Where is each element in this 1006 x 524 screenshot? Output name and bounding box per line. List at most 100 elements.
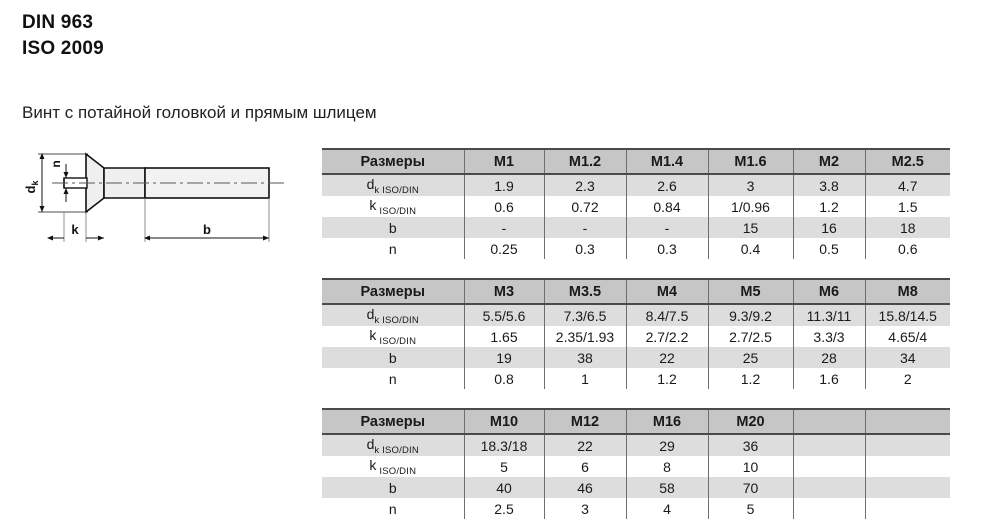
screw-drawing: dk n k b bbox=[8, 142, 308, 262]
table-row: k ISO/DIN 0.6 0.72 0.84 1/0.96 1.2 1.5 bbox=[322, 196, 950, 217]
table-header-size: M1.6 bbox=[707, 148, 793, 175]
table-cell: 0.6 bbox=[864, 238, 950, 259]
table-cell bbox=[792, 456, 865, 477]
table-cell: 22 bbox=[625, 347, 708, 368]
table-cell: 46 bbox=[543, 477, 626, 498]
dimensions-table-1: Размеры M1 M1.2 M1.4 M1.6 M2 M2.5 dk ISO/DIN 1.9… bbox=[322, 148, 950, 259]
row-label-dk: dk ISO/DIN bbox=[322, 174, 464, 196]
row-label-n: n bbox=[322, 238, 464, 259]
table-header-row: Размеры M1 M1.2 M1.4 M1.6 M2 M2.5 bbox=[322, 148, 950, 175]
table-row: dk ISO/DIN 5.5/5.6 7.3/6.5 8.4/7.5 9.3/9.2 11… bbox=[322, 304, 950, 326]
table-row: n 2.5 3 4 5 bbox=[322, 498, 950, 519]
row-label-dk: dk ISO/DIN bbox=[322, 434, 464, 456]
table-header-size: M3 bbox=[463, 278, 544, 305]
table-header-label: Размеры bbox=[322, 148, 464, 175]
table-row: n 0.8 1 1.2 1.2 1.6 2 bbox=[322, 368, 950, 389]
table-cell: 1.9 bbox=[463, 174, 544, 196]
table-cell: 0.25 bbox=[463, 238, 544, 259]
table-cell: 0.4 bbox=[707, 238, 793, 259]
standard-din: DIN 963 bbox=[22, 12, 94, 33]
table-row: b - - -15 16 18 bbox=[322, 217, 950, 238]
table-cell: 11.3/11 bbox=[792, 304, 865, 326]
table-cell: 5 bbox=[707, 498, 793, 519]
label-k: k bbox=[71, 222, 79, 237]
table-cell: 19 bbox=[463, 347, 544, 368]
table-cell: 1 bbox=[543, 368, 626, 389]
table-row: b 19 38 22 25 28 34 bbox=[322, 347, 950, 368]
table-cell: 18 bbox=[864, 217, 950, 238]
table-cell bbox=[792, 498, 865, 519]
table-cell bbox=[864, 477, 950, 498]
table-cell: 0.6 bbox=[463, 196, 544, 217]
table-cell: 2 bbox=[864, 368, 950, 389]
table-cell: 2.5 bbox=[463, 498, 544, 519]
table-cell: 0.72 bbox=[543, 196, 626, 217]
table-cell: - bbox=[543, 217, 626, 238]
table-cell: 2.7/2.2 bbox=[625, 326, 708, 347]
table-cell: 0.3 bbox=[625, 238, 708, 259]
table-header-size: M16 bbox=[625, 408, 708, 435]
table-header-row: Размеры M10 M12 M16 M20 bbox=[322, 408, 950, 435]
table-cell: 1.2 bbox=[707, 368, 793, 389]
table-cell bbox=[864, 434, 950, 456]
table-header-size: M10 bbox=[463, 408, 544, 435]
table-row: n 0.25 0.3 0.3 0.4 0.5 0.6 bbox=[322, 238, 950, 259]
table-header-size: M12 bbox=[543, 408, 626, 435]
table-cell: 1.5 bbox=[864, 196, 950, 217]
table-header-row: Размеры M3 M3.5 M4 M5 M6 M8 bbox=[322, 278, 950, 305]
table-cell: 6 bbox=[543, 456, 626, 477]
table-cell: 34 bbox=[864, 347, 950, 368]
table-cell: 1.6 bbox=[792, 368, 865, 389]
row-label-k: k ISO/DIN bbox=[322, 456, 464, 477]
table-cell: 2.3 bbox=[543, 174, 626, 196]
table-cell: 5 bbox=[463, 456, 544, 477]
table-cell: 40 bbox=[463, 477, 544, 498]
row-label-b: b bbox=[322, 477, 464, 498]
table-header-size: M1.4 bbox=[625, 148, 708, 175]
table-cell: 0.84 bbox=[625, 196, 708, 217]
table-row: b 40 46 58 70 bbox=[322, 477, 950, 498]
table-cell: 8.4/7.5 bbox=[625, 304, 708, 326]
table-row: dk ISO/DIN 18.3/18 22 29 36 bbox=[322, 434, 950, 456]
table-cell: 2.35/1.93 bbox=[543, 326, 626, 347]
dimensions-table-2: Размеры M3 M3.5 M4 M5 M6 M8 dk ISO/DIN 5.5/5.6 7.… bbox=[322, 278, 950, 389]
table-header-size: M2 bbox=[792, 148, 865, 175]
table-cell: 15 bbox=[707, 217, 793, 238]
table-cell: 36 bbox=[707, 434, 793, 456]
table-cell: 18.3/18 bbox=[463, 434, 544, 456]
table-cell: 22 bbox=[543, 434, 626, 456]
table-cell: 25 bbox=[707, 347, 793, 368]
table-cell: 38 bbox=[543, 347, 626, 368]
table-cell: 0.8 bbox=[463, 368, 544, 389]
table-cell: 3.3/3 bbox=[792, 326, 865, 347]
label-b: b bbox=[203, 222, 211, 237]
dimensions-table-3: Размеры M10 M12 M16 M20 dk ISO/DIN 18.3/18 22 29… bbox=[322, 408, 950, 519]
row-label-n: n bbox=[322, 498, 464, 519]
table-cell: 70 bbox=[707, 477, 793, 498]
table-header-size: M1 bbox=[463, 148, 544, 175]
table-header-label: Размеры bbox=[322, 408, 464, 435]
table-header-size: M6 bbox=[792, 278, 865, 305]
row-label-k: k ISO/DIN bbox=[322, 326, 464, 347]
table-cell: 15.8/14.5 bbox=[864, 304, 950, 326]
table-cell: 2.6 bbox=[625, 174, 708, 196]
table-cell bbox=[792, 434, 865, 456]
table-cell bbox=[864, 498, 950, 519]
table-header-size: M1.2 bbox=[543, 148, 626, 175]
screw-drawing-svg: dk n k b bbox=[23, 152, 284, 242]
table-header-size: M5 bbox=[707, 278, 793, 305]
table-cell: 4 bbox=[625, 498, 708, 519]
table-cell: 10 bbox=[707, 456, 793, 477]
table-cell: 4.65/4 bbox=[864, 326, 950, 347]
table-row: k ISO/DIN 5 6 8 10 bbox=[322, 456, 950, 477]
table-cell: 29 bbox=[625, 434, 708, 456]
table-header-size bbox=[864, 408, 950, 435]
table-cell: 8 bbox=[625, 456, 708, 477]
table-header-size: M3.5 bbox=[543, 278, 626, 305]
table-cell: 1.2 bbox=[625, 368, 708, 389]
table-cell bbox=[864, 456, 950, 477]
table-cell: - bbox=[463, 217, 544, 238]
table-cell: 1/0.96 bbox=[707, 196, 793, 217]
table-header-size: M2.5 bbox=[864, 148, 950, 175]
table-cell: 3.8 bbox=[792, 174, 865, 196]
